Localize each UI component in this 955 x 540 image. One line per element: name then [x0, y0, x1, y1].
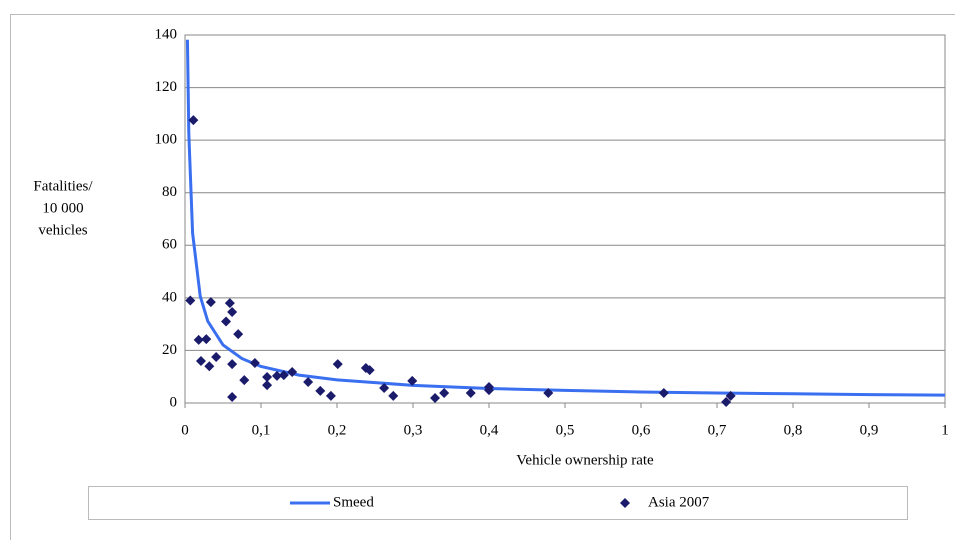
x-tick-label: 0,6 [632, 422, 651, 438]
legend-label: Smeed [333, 494, 374, 510]
data-point [221, 316, 232, 327]
x-tick-label: 0 [181, 422, 189, 438]
data-point [227, 307, 238, 318]
x-tick-label: 0,7 [708, 422, 727, 438]
data-point [193, 334, 204, 345]
data-point [543, 388, 554, 399]
data-point [195, 355, 206, 366]
y-tick-label: 0 [170, 394, 178, 410]
data-point [484, 385, 494, 396]
data-point [407, 375, 418, 386]
data-point [364, 365, 375, 376]
data-point [201, 334, 212, 345]
y-tick-label: 60 [162, 237, 177, 253]
y-tick-label: 100 [155, 132, 178, 148]
plot-border [184, 34, 946, 404]
data-point [278, 370, 289, 381]
data-point [185, 295, 196, 306]
data-point [725, 390, 736, 401]
data-point [303, 376, 314, 387]
data-point [271, 370, 282, 381]
data-point [211, 352, 222, 362]
legend-label: Asia 2007 [648, 494, 710, 510]
y-tick-label: 120 [155, 79, 178, 95]
x-tick-label: 0,4 [480, 422, 499, 438]
x-tick-label: 1 [941, 422, 949, 438]
data-point [227, 391, 238, 402]
data-point [388, 390, 399, 401]
data-point [262, 380, 273, 391]
data-point [227, 359, 238, 370]
data-point [287, 366, 298, 377]
x-tick-label: 0,8 [784, 422, 803, 438]
data-point [658, 388, 669, 399]
data-point [205, 297, 216, 308]
chart-frame [10, 14, 955, 540]
y-tick-label: 40 [162, 289, 177, 305]
legend-swatch [620, 498, 630, 508]
data-point [233, 329, 244, 340]
data-point [379, 383, 390, 394]
data-point [465, 388, 476, 399]
x-tick-label: 0,9 [860, 422, 879, 438]
data-point [262, 371, 273, 382]
x-tick-label: 0,3 [404, 422, 423, 438]
x-tick-label: 0,1 [252, 422, 271, 438]
data-point [315, 385, 326, 396]
y-tick-label: 140 [155, 26, 178, 42]
legend-box [88, 486, 908, 520]
y-tick-label: 20 [162, 342, 177, 358]
data-point [204, 361, 215, 372]
data-point [332, 359, 343, 370]
data-point [249, 358, 260, 369]
data-point [325, 390, 336, 401]
smeed-line [185, 39, 946, 397]
y-axis-label: 10 000 [42, 200, 83, 216]
data-point [224, 298, 235, 309]
x-tick-label: 0,2 [328, 422, 347, 438]
y-tick-label: 80 [162, 184, 177, 200]
y-axis-label: vehicles [38, 222, 87, 238]
y-axis-label: Fatalities/ [33, 178, 93, 194]
data-point [721, 396, 732, 407]
data-point [239, 375, 250, 386]
data-point [188, 115, 199, 126]
x-axis-label: Vehicle ownership rate [516, 452, 654, 468]
data-point [430, 393, 441, 404]
data-point [439, 388, 450, 399]
x-tick-label: 0,5 [556, 422, 575, 438]
